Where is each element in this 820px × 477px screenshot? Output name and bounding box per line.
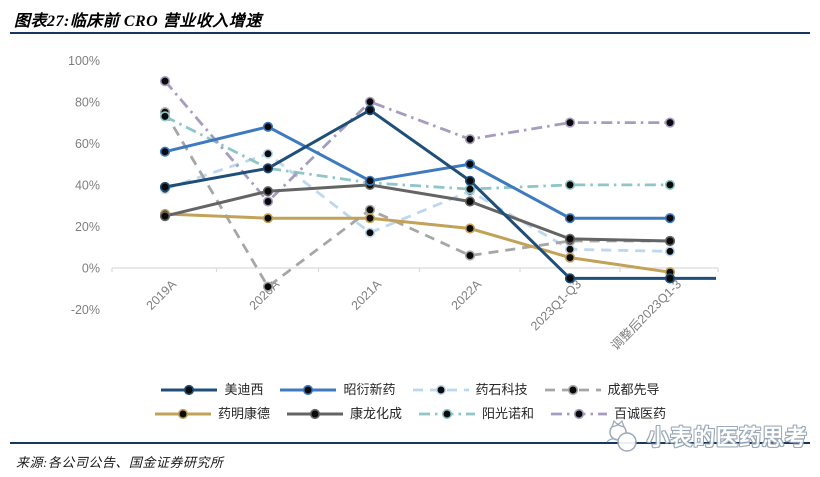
- data-point-marker: [464, 196, 476, 207]
- data-point-marker: [564, 252, 576, 263]
- series-line: [164, 115, 670, 191]
- data-point-marker: [159, 211, 171, 222]
- watermark: 小表的医药思考: [605, 419, 808, 453]
- legend-label: 昭衍新药: [343, 382, 396, 397]
- title-underline: [10, 32, 810, 34]
- legend-item: 阳光诺和: [418, 405, 534, 423]
- legend-label: 美迪西: [224, 382, 264, 397]
- series-line: [164, 152, 671, 253]
- y-axis-tick-label: 60%: [75, 137, 100, 151]
- legend-line-sample: [161, 384, 218, 396]
- legend-label: 药明康德: [217, 406, 270, 421]
- series-line: [164, 108, 716, 280]
- data-point-marker: [664, 117, 676, 128]
- legend-item: 昭衍新药: [279, 381, 396, 399]
- data-point-marker: [564, 244, 576, 255]
- data-point-marker: [464, 175, 476, 186]
- y-axis-tick-label: 0%: [82, 262, 100, 276]
- data-point-marker: [364, 213, 376, 224]
- data-point-marker: [364, 104, 376, 116]
- legend-line-sample: [154, 408, 211, 420]
- legend-line-sample: [419, 408, 475, 420]
- series-line: [163, 80, 670, 204]
- data-point-marker: [564, 213, 576, 224]
- data-point-marker: [664, 235, 676, 247]
- data-point-marker: [159, 75, 171, 87]
- x-axis-tick-label: 2022A: [449, 277, 485, 313]
- data-point-marker: [464, 184, 476, 195]
- y-axis-tick-label: 40%: [75, 178, 100, 192]
- legend-label: 药石科技: [475, 382, 528, 397]
- x-axis-tick-label: 2023Q1-Q3: [528, 277, 584, 333]
- legend-label: 阳光诺和: [482, 406, 535, 421]
- data-point-marker: [464, 134, 476, 145]
- data-point-marker: [564, 233, 576, 244]
- data-point-marker: [564, 273, 576, 284]
- data-point-marker: [262, 148, 274, 159]
- legend-line-sample: [551, 408, 608, 420]
- source-note: 来源:各公司公告、国金证券研究所: [16, 455, 224, 470]
- legend-line-sample: [544, 384, 601, 396]
- data-point-marker: [464, 159, 476, 170]
- legend-item: 成都先导: [544, 381, 660, 399]
- data-point-marker: [364, 175, 376, 186]
- cat-logo-icon: [606, 419, 637, 452]
- data-point-marker: [262, 163, 274, 174]
- legend-line-sample: [412, 384, 469, 396]
- y-axis-tick-label: -20%: [71, 303, 100, 317]
- watermark-text: 小表的医药思考: [646, 425, 808, 450]
- x-axis-tick-label: 调整后2023Q1-3: [608, 276, 684, 352]
- data-point-marker: [364, 96, 376, 107]
- data-point-marker: [159, 111, 171, 122]
- legend-item: 美迪西: [160, 381, 263, 399]
- y-axis-tick-label: 20%: [75, 220, 100, 234]
- legend-label: 成都先导: [607, 382, 660, 397]
- data-point-marker: [262, 196, 274, 207]
- data-point-marker: [262, 213, 274, 224]
- data-point-marker: [159, 146, 171, 157]
- x-axis-tick-label: 2019A: [144, 277, 180, 313]
- data-point-marker: [262, 186, 274, 197]
- series-line: [164, 212, 671, 274]
- legend-item: 百诚医药: [550, 405, 666, 423]
- data-point-marker: [159, 181, 171, 193]
- chart-legend-row-2: 药明康德 康龙化成 阳光诺和 百诚医药: [0, 405, 820, 423]
- legend-item: 康龙化成: [286, 405, 402, 423]
- data-point-marker: [262, 281, 274, 292]
- data-point-marker: [364, 204, 376, 215]
- legend-item: 药石科技: [412, 381, 528, 399]
- y-axis-tick-label: 100%: [68, 54, 100, 68]
- legend-line-sample: [286, 408, 343, 420]
- data-point-marker: [664, 213, 676, 224]
- x-axis-tick-label: 2021A: [349, 277, 385, 313]
- figure-title: 图表27:临床前 CRO 营业收入增速: [14, 13, 262, 30]
- data-point-marker: [464, 250, 476, 261]
- chart-legend-row-1: 美迪西 昭衍新药 药石科技 成都先导: [0, 381, 820, 399]
- data-point-marker: [664, 246, 676, 257]
- data-point-marker: [364, 227, 376, 238]
- series-line: [164, 183, 671, 243]
- data-point-marker: [464, 223, 476, 234]
- data-point-marker: [664, 273, 676, 284]
- data-point-marker: [564, 179, 576, 190]
- line-chart: 100% 80% 60% 40% 20% 0% -20% 2019A 2020A 2021A 202…: [0, 36, 820, 380]
- data-point-marker: [664, 179, 676, 190]
- data-point-marker: [564, 117, 576, 128]
- chart-canvas: 100%80%60%40%20%0%-20% 2019A 2020A 2021A 202…: [68, 54, 719, 353]
- legend-label: 康龙化成: [349, 406, 402, 421]
- legend-label: 百诚医药: [614, 406, 667, 421]
- legend-item: 药明康德: [154, 405, 270, 423]
- series-line: [164, 125, 670, 220]
- legend-line-sample: [280, 384, 337, 396]
- data-point-marker: [262, 121, 274, 132]
- footer-rule: [10, 442, 810, 444]
- y-axis-tick-label: 80%: [75, 95, 100, 109]
